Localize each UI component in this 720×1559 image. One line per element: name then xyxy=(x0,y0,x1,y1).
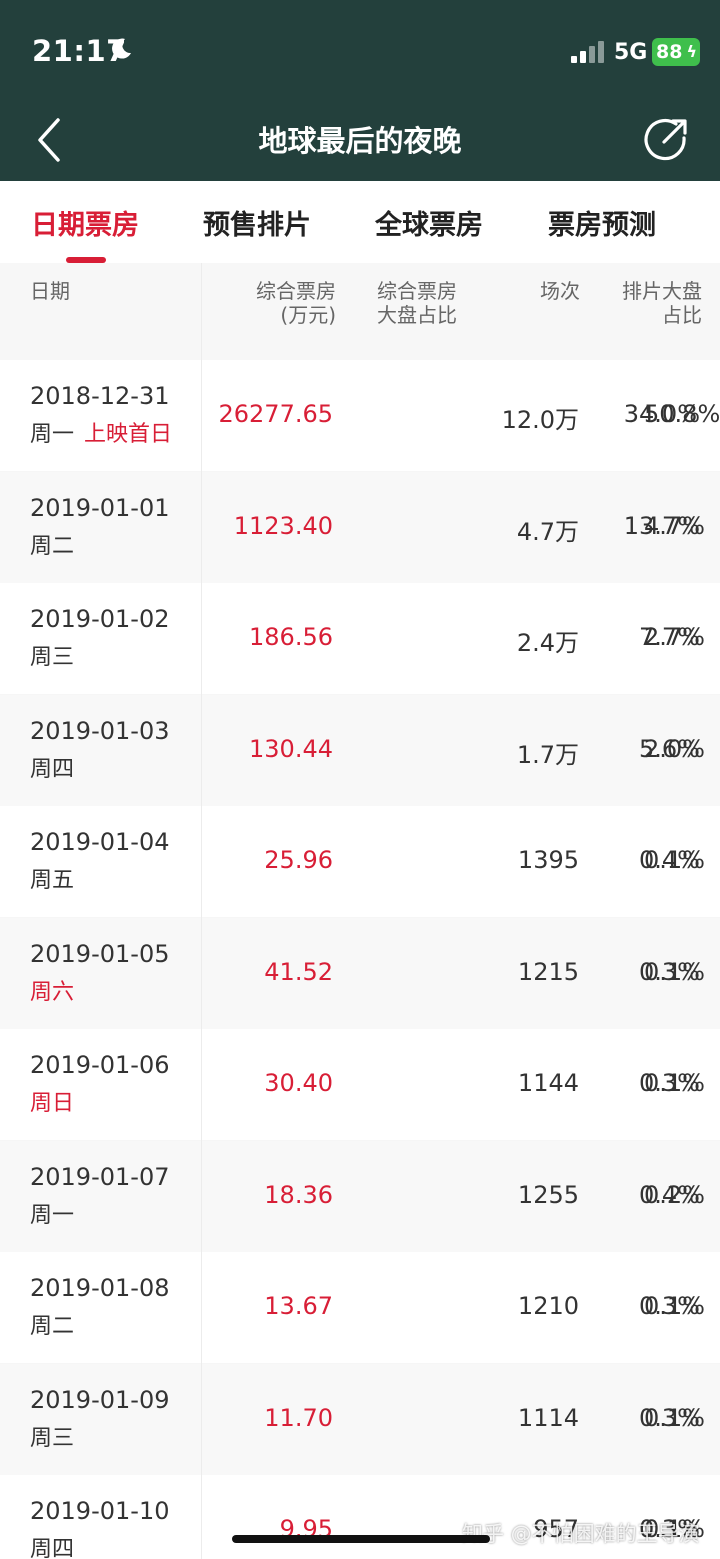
row-date: 2019-01-06 xyxy=(30,1051,170,1079)
table-row[interactable]: 2019-01-04 周五 25.96 0.1% 1395 0.4% xyxy=(0,806,720,917)
header-box-office-line1: 综合票房 xyxy=(256,279,336,303)
home-indicator[interactable] xyxy=(232,1535,490,1543)
row-date: 2018-12-31 xyxy=(30,382,170,410)
row-shows: 1.7万 xyxy=(516,741,579,769)
row-box-office: 130.44 xyxy=(249,735,333,763)
column-divider xyxy=(201,263,202,1559)
row-shows: 1114 xyxy=(517,1404,579,1432)
header-box-office-line2: (万元) xyxy=(280,303,336,327)
row-box-office: 41.52 xyxy=(264,958,333,986)
header-market-share-line2: 大盘占比 xyxy=(377,303,457,327)
table-row[interactable]: 2019-01-09 周三 11.70 0.1% 1114 0.3% xyxy=(0,1364,720,1475)
table-header: 日期 综合票房 (万元) 综合票房 大盘占比 场次 排片大盘 占比 xyxy=(0,263,720,360)
row-shows: 957 xyxy=(533,1515,579,1543)
row-shows: 12.0万 xyxy=(501,406,579,434)
tab-presale-schedule[interactable]: 预售排片 xyxy=(203,210,311,241)
row-box-office: 11.70 xyxy=(264,1404,333,1432)
row-shows: 1210 xyxy=(517,1292,579,1320)
table-row[interactable]: 2019-01-02 周三 186.56 2.7% 2.4万 7.7% xyxy=(0,583,720,694)
row-schedule-share: 0.3% xyxy=(639,958,700,986)
row-market-share: 50.8% xyxy=(644,400,720,428)
row-schedule-share: 7.7% xyxy=(639,623,700,651)
row-date: 2019-01-03 xyxy=(30,717,170,745)
watermark: 知乎 @不怕困难的王导演 xyxy=(462,1522,700,1546)
tab-daily-box-office[interactable]: 日期票房 xyxy=(31,210,139,241)
back-arrow-icon[interactable] xyxy=(32,116,72,164)
charging-bolt-icon: ϟ xyxy=(686,42,697,61)
row-box-office: 30.40 xyxy=(264,1069,333,1097)
battery-indicator: 88 ϟ xyxy=(652,38,700,66)
row-schedule-share: 0.3% xyxy=(639,1069,700,1097)
status-time: 21:17 xyxy=(32,34,127,68)
signal-icon xyxy=(571,41,604,63)
row-date: 2019-01-10 xyxy=(30,1497,170,1525)
header-market-share-line1: 综合票房 xyxy=(377,279,457,303)
tab-bar: 日期票房 预售排片 全球票房 票房预测 xyxy=(0,181,720,263)
table-row[interactable]: 2019-01-05 周六 41.52 0.1% 1215 0.3% xyxy=(0,918,720,1029)
row-box-office: 1123.40 xyxy=(233,512,333,540)
row-date: 2019-01-07 xyxy=(30,1163,170,1191)
table-row[interactable]: 2019-01-01 周二 1123.40 4.7% 4.7万 13.7% xyxy=(0,472,720,583)
row-weekday: 周三 xyxy=(30,645,75,670)
row-shows: 1215 xyxy=(517,958,579,986)
row-box-office: 26277.65 xyxy=(218,400,333,428)
header-market-share: 综合票房 大盘占比 xyxy=(377,279,457,327)
row-date: 2019-01-02 xyxy=(30,605,170,633)
row-weekday: 周五 xyxy=(30,868,75,893)
tab-global-box-office[interactable]: 全球票房 xyxy=(375,210,483,241)
row-box-office: 25.96 xyxy=(264,846,333,874)
active-tab-indicator xyxy=(66,257,106,263)
header-schedule-share-line1: 排片大盘 xyxy=(622,279,702,303)
row-schedule-share: 0.4% xyxy=(639,1181,700,1209)
network-type: 5G xyxy=(614,40,648,65)
row-box-office: 13.67 xyxy=(264,1292,333,1320)
tab-box-office-forecast[interactable]: 票房预测 xyxy=(548,210,656,241)
table-row[interactable]: 2019-01-07 周一 18.36 0.2% 1255 0.4% xyxy=(0,1141,720,1252)
battery-level: 88 xyxy=(656,41,683,63)
row-schedule-share: 13.7% xyxy=(623,512,700,540)
row-shows: 1144 xyxy=(517,1069,579,1097)
row-date: 2019-01-09 xyxy=(30,1386,170,1414)
moon-icon xyxy=(112,38,131,59)
row-shows: 4.7万 xyxy=(516,518,579,546)
row-weekday: 周一 xyxy=(30,1203,75,1228)
row-date: 2019-01-05 xyxy=(30,940,170,968)
row-schedule-share: 5.6% xyxy=(639,735,700,763)
table-row[interactable]: 2019-01-03 周四 130.44 2.0% 1.7万 5.6% xyxy=(0,695,720,806)
row-shows: 1395 xyxy=(517,846,579,874)
header-box-office: 综合票房 (万元) xyxy=(256,279,336,327)
table-row[interactable]: 2019-01-10 周四 9.95 0.1% 957 0.3% xyxy=(0,1475,720,1559)
table-row[interactable]: 2019-01-08 周二 13.67 0.1% 1210 0.3% xyxy=(0,1252,720,1363)
row-schedule-share: 0.3% xyxy=(639,1515,700,1543)
row-date: 2019-01-04 xyxy=(30,828,170,856)
row-schedule-share: 0.4% xyxy=(639,846,700,874)
row-schedule-share: 0.3% xyxy=(639,1292,700,1320)
row-weekday: 周三 xyxy=(30,1426,75,1451)
row-weekday: 周日 xyxy=(30,1091,75,1116)
page-title: 地球最后的夜晚 xyxy=(258,124,462,158)
header-schedule-share-line2: 占比 xyxy=(662,303,702,327)
app-header: 21:17 5G 88 ϟ 地球最后的夜晚 xyxy=(0,0,720,181)
row-weekday: 周一 xyxy=(30,422,75,447)
header-shows: 场次 xyxy=(540,279,580,303)
row-shows: 2.4万 xyxy=(516,629,579,657)
row-weekday: 周六 xyxy=(30,980,75,1005)
row-weekday: 周二 xyxy=(30,534,75,559)
table-row[interactable]: 2018-12-31 周一 上映首日 26277.65 50.8% 12.0万 34.0% xyxy=(0,360,720,471)
row-weekday: 周四 xyxy=(30,1537,75,1559)
table-row[interactable]: 2019-01-06 周日 30.40 0.1% 1144 0.3% xyxy=(0,1029,720,1140)
header-date: 日期 xyxy=(30,279,70,303)
row-shows: 1255 xyxy=(517,1181,579,1209)
row-box-office: 18.36 xyxy=(264,1181,333,1209)
row-box-office: 186.56 xyxy=(249,623,333,651)
row-schedule-share: 0.3% xyxy=(639,1404,700,1432)
row-date: 2019-01-01 xyxy=(30,494,170,522)
row-date: 2019-01-08 xyxy=(30,1274,170,1302)
release-day-tag: 上映首日 xyxy=(84,422,173,447)
row-schedule-share: 34.0% xyxy=(623,400,700,428)
row-weekday: 周四 xyxy=(30,757,75,782)
row-weekday: 周二 xyxy=(30,1314,75,1339)
share-icon[interactable] xyxy=(644,116,690,162)
header-schedule-share: 排片大盘 占比 xyxy=(622,279,702,327)
